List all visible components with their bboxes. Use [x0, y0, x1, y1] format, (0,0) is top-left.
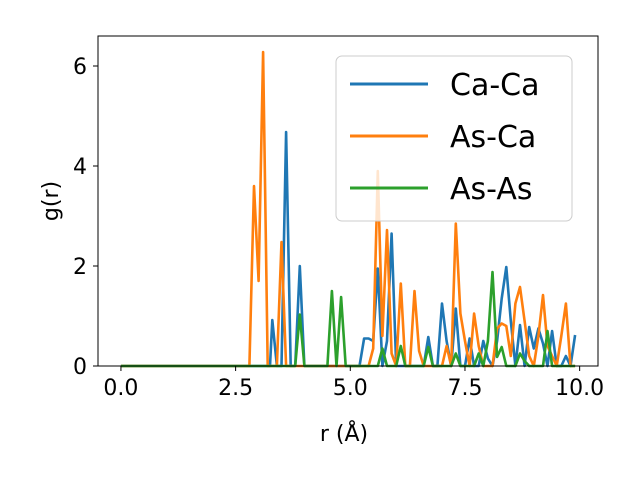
y-tick-label: 4: [73, 155, 87, 180]
y-tick-label: 2: [73, 255, 87, 280]
x-tick-label: 10.0: [555, 376, 604, 401]
x-tick-label: 2.5: [218, 376, 253, 401]
legend-box: [335, 55, 573, 222]
legend-label-as-as: As-As: [450, 172, 532, 207]
x-tick-label: 0.0: [103, 376, 138, 401]
legend: Ca-Ca As-Ca As-As: [335, 55, 573, 222]
x-tick-label: 5.0: [333, 376, 368, 401]
series-line-ca-ca: [120, 130, 577, 368]
plot-frame: [97, 35, 599, 367]
series-line-as-ca: [120, 50, 576, 368]
x-axis-label: r (Å): [320, 420, 368, 447]
legend-label-ca-ca: Ca-Ca: [450, 68, 540, 103]
x-tick-label: 7.5: [447, 376, 482, 401]
y-tick-label: 0: [73, 355, 87, 380]
legend-label-as-ca: As-Ca: [450, 120, 536, 155]
tick-layer: 0.0 2.5 5.0 7.5 10.0 0 2 4 6: [73, 55, 604, 401]
y-tick-label: 6: [73, 55, 87, 80]
y-axis-label: g(r): [39, 181, 64, 221]
